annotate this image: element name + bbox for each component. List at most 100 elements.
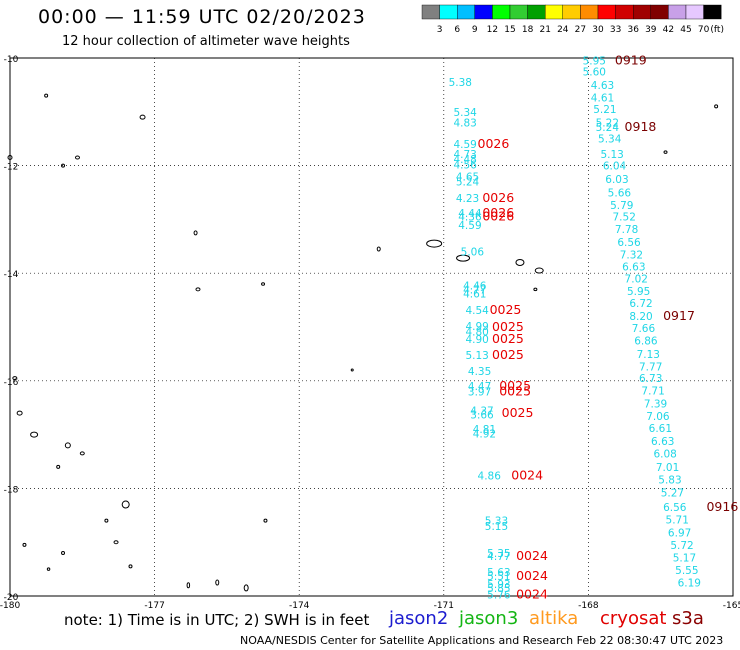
island-outline <box>16 410 23 416</box>
swh-value: 5.13 <box>465 350 488 362</box>
swh-value: 4.54 <box>465 305 489 317</box>
island-outline <box>193 230 198 236</box>
legend-tick: 9 <box>472 25 478 35</box>
swh-value: 4.47 <box>468 381 491 393</box>
swh-value: 5.17 <box>673 552 696 564</box>
legend-unit: (ft) <box>710 25 724 35</box>
swh-value: 5.93 <box>487 579 510 591</box>
swh-value: 4.73 <box>453 149 476 161</box>
pass-time-label: 0026 <box>482 209 514 224</box>
legend-tick: 24 <box>557 25 569 35</box>
swh-value: 6.86 <box>634 335 658 347</box>
swh-value: 4.77 <box>463 284 486 296</box>
swh-value: 4.65 <box>456 171 479 183</box>
swh-value: 6.63 <box>622 262 645 274</box>
swh-value: 5.83 <box>658 474 681 486</box>
y-tick-label: -14 <box>4 270 19 280</box>
map-frame <box>9 57 734 597</box>
swh-value: 5.95 <box>583 56 606 68</box>
swh-value: 7.71 <box>641 385 664 397</box>
swh-value: 5.38 <box>449 77 472 89</box>
page-subtitle: 12 hour collection of altimeter wave hei… <box>62 34 350 49</box>
legend-tick: 30 <box>592 25 604 35</box>
island-outline <box>104 518 109 523</box>
satellite-s3a: s3a <box>672 608 704 629</box>
legend-tick: 36 <box>627 25 639 35</box>
y-tick-label: -12 <box>4 163 19 173</box>
pass-time-label: 0025 <box>490 302 522 317</box>
x-tick-label: -165 <box>723 601 740 611</box>
swh-value: 6.04 <box>603 161 627 173</box>
swh-value: 4.90 <box>465 334 488 346</box>
swh-value: 4.35 <box>468 366 491 378</box>
swh-value: 4.81 <box>473 424 496 436</box>
island-outline <box>426 239 443 248</box>
island-outline <box>139 114 146 120</box>
pass-time-label: 0918 <box>625 119 657 134</box>
island-outline <box>261 282 266 286</box>
swh-value: 5.35 <box>487 548 510 560</box>
swh-value: 6.97 <box>668 528 691 540</box>
swh-value: 5.24 <box>596 122 620 134</box>
island-outline <box>79 451 85 456</box>
swh-value: 6.03 <box>605 174 628 186</box>
pass-time-label: 0025 <box>492 347 524 362</box>
island-outline <box>186 582 191 589</box>
island-outline <box>44 93 49 98</box>
island-outline <box>215 579 220 586</box>
swh-value: 6.61 <box>649 423 672 435</box>
swh-value: 4.36 <box>458 212 482 224</box>
island-outline <box>533 287 538 292</box>
swh-value: 7.66 <box>632 323 656 335</box>
legend-tick: 27 <box>575 25 586 35</box>
island-outline <box>74 155 80 160</box>
swh-value: 7.39 <box>644 398 667 410</box>
satellite-jason2: jason2 <box>389 608 449 629</box>
swh-value: 7.77 <box>639 361 662 373</box>
x-tick-label: -171 <box>434 601 454 611</box>
pass-time-label: 0025 <box>492 319 524 334</box>
pass-time-label: 0025 <box>499 378 531 393</box>
legend-tick: 18 <box>522 25 534 35</box>
legend-tick: 21 <box>539 25 550 35</box>
island-outline <box>7 155 13 161</box>
legend-tick: 33 <box>610 25 621 35</box>
island-outline <box>128 564 133 569</box>
y-tick-label: -20 <box>4 593 19 603</box>
x-tick-label: -174 <box>289 601 310 611</box>
pass-time-label: 0024 <box>511 467 543 482</box>
swh-value: 5.34 <box>453 107 477 119</box>
island-outline <box>64 442 71 449</box>
island-outline <box>456 254 471 262</box>
island-outline <box>113 540 119 545</box>
swh-value: 4.86 <box>478 470 502 482</box>
island-outline <box>46 567 51 571</box>
swh-value: 4.83 <box>453 118 476 130</box>
pass-time-label: 0026 <box>482 205 514 220</box>
swh-value: 4.61 <box>463 289 486 301</box>
island-outline <box>350 368 354 372</box>
swh-value: 5.21 <box>593 104 616 116</box>
swh-value: 4.99 <box>465 321 488 333</box>
swh-value: 7.06 <box>646 411 670 423</box>
satellite-cryosat: cryosat <box>600 608 667 629</box>
swh-value: 4.61 <box>591 92 614 104</box>
swh-value: 5.27 <box>661 488 684 500</box>
pass-time-label: 0026 <box>482 190 514 205</box>
y-tick-label: -10 <box>4 55 19 65</box>
swh-value: 4.59 <box>453 139 476 151</box>
swh-value: 4.92 <box>473 429 496 441</box>
swh-value: 5.24 <box>456 177 480 189</box>
island-outline <box>195 287 201 292</box>
legend-swatch <box>703 4 722 20</box>
legend-tick: 45 <box>680 25 691 35</box>
legend-tick: 70 <box>698 25 710 35</box>
credit-line: NOAA/NESDIS Center for Satellite Applica… <box>240 634 724 647</box>
swh-value: 8.20 <box>629 311 652 323</box>
island-outline <box>243 584 249 592</box>
island-outline <box>61 550 66 555</box>
swh-value: 5.55 <box>675 565 698 577</box>
legend-tick: 15 <box>504 25 515 35</box>
swh-value: 5.76 <box>487 589 511 601</box>
